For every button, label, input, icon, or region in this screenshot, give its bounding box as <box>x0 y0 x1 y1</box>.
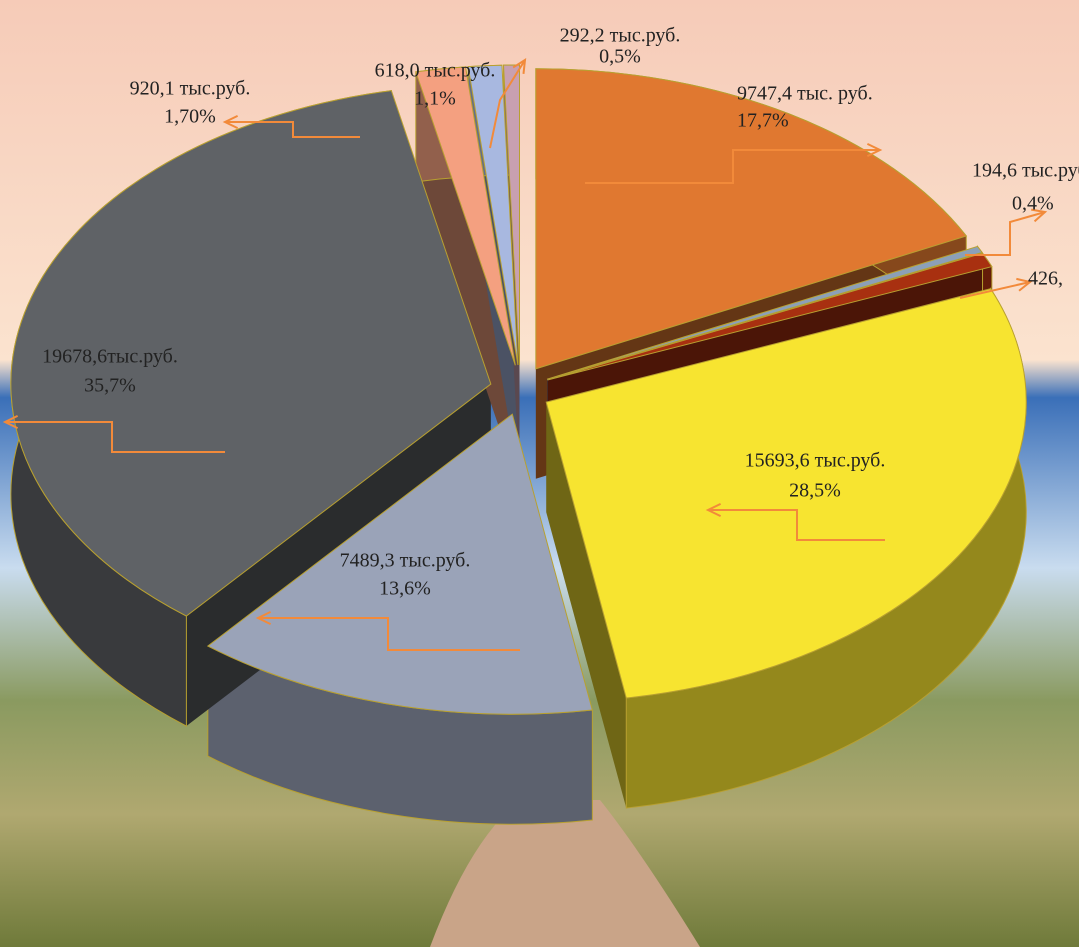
percent-label: 1,70% <box>164 106 216 128</box>
value-label: 19678,6тыс.руб. <box>42 346 178 368</box>
value-label: 426, <box>1028 268 1063 290</box>
value-label: 194,6 тыс.руб. <box>972 160 1079 182</box>
chart: 9747,4 тыс. руб. 17,7% 194,6 тыс.руб. 0,4% 4… <box>0 0 1079 947</box>
percent-label: 0,4% <box>1012 193 1054 215</box>
percent-label: 28,5% <box>789 480 841 502</box>
value-label: 618,0 тыс.руб. <box>375 60 496 82</box>
value-label: 292,2 тыс.руб. <box>560 25 681 47</box>
percent-label: 1,1% <box>414 88 456 110</box>
page: 9747,4 тыс. руб. 17,7% 194,6 тыс.руб. 0,4% 4… <box>0 0 1079 947</box>
percent-label: 17,7% <box>737 110 789 132</box>
percent-label: 35,7% <box>84 375 136 397</box>
percent-label: 13,6% <box>379 578 431 600</box>
value-label: 920,1 тыс.руб. <box>130 78 251 100</box>
percent-label: 0,5% <box>599 46 641 68</box>
value-label: 7489,3 тыс.руб. <box>340 550 471 572</box>
value-label: 15693,6 тыс.руб. <box>745 450 886 472</box>
value-label: 9747,4 тыс. руб. <box>737 83 873 105</box>
